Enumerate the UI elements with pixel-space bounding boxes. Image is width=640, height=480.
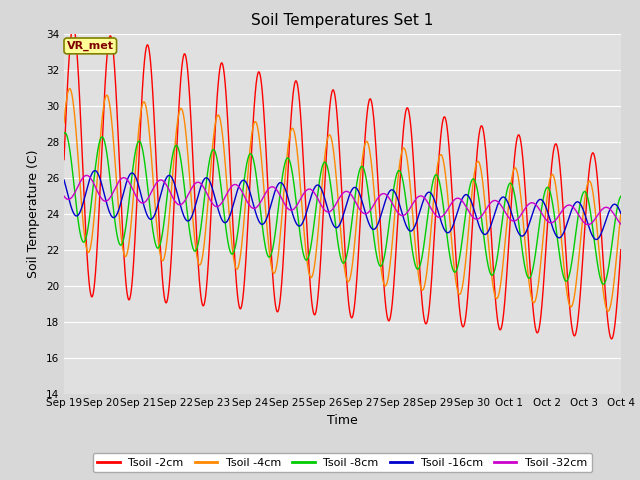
Legend: Tsoil -2cm, Tsoil -4cm, Tsoil -8cm, Tsoil -16cm, Tsoil -32cm: Tsoil -2cm, Tsoil -4cm, Tsoil -8cm, Tsoi…	[93, 453, 592, 472]
Y-axis label: Soil Temperature (C): Soil Temperature (C)	[28, 149, 40, 278]
Title: Soil Temperatures Set 1: Soil Temperatures Set 1	[252, 13, 433, 28]
Text: VR_met: VR_met	[67, 41, 114, 51]
X-axis label: Time: Time	[327, 414, 358, 427]
